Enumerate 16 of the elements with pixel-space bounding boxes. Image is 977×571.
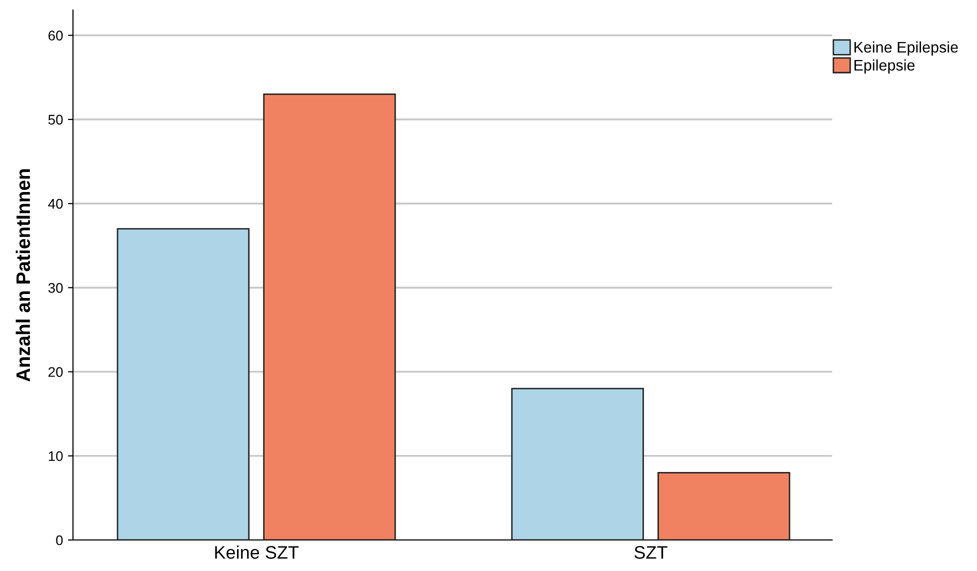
x-tick-label: SZT [634,546,668,559]
legend-label: Keine Epilepsie [854,41,958,56]
bar [263,94,396,540]
bar [116,228,250,540]
y-tick-label: 10 [48,451,63,462]
bar [511,388,644,540]
y-tick-label: 60 [48,30,63,41]
x-tick-label: Keine SZT [215,546,299,559]
y-tick-label: 50 [48,114,63,125]
y-axis-title: Anzahl an PatientInnen [16,169,30,382]
y-tick-label: 0 [56,535,63,546]
legend-label: Epilepsie [854,59,915,74]
y-tick-label: 30 [48,283,63,293]
y-tick-label: 20 [48,367,63,377]
bar [658,472,790,540]
y-tick-label: 40 [48,198,63,209]
